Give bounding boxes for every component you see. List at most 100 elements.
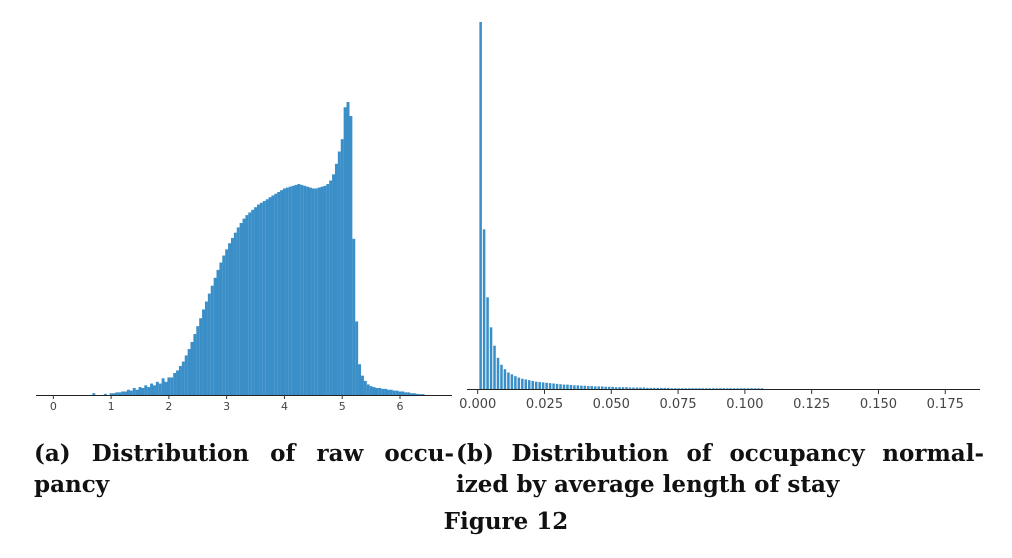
histogram-bar — [659, 387, 663, 389]
histogram-bar — [311, 188, 315, 395]
histogram-bar — [496, 357, 500, 389]
histogram-bar — [326, 184, 330, 395]
histogram-bar — [259, 202, 263, 395]
histogram-bar — [251, 209, 255, 395]
histogram-bar — [642, 387, 646, 389]
histogram-bar — [219, 262, 223, 395]
histogram-bar — [750, 388, 753, 389]
histogram-bar — [150, 383, 154, 395]
x-tick-label: 2 — [165, 400, 172, 413]
histogram-bar — [753, 388, 757, 389]
histogram-bar — [274, 193, 278, 395]
histogram-bar — [412, 393, 416, 395]
histogram-bar — [366, 384, 370, 395]
histogram-bar — [760, 388, 764, 389]
histogram-bar — [317, 187, 321, 395]
histogram-bar — [677, 388, 680, 389]
histogram-bar — [421, 394, 425, 395]
histogram-bar — [184, 355, 188, 395]
histogram-bar — [392, 390, 396, 395]
histogram-bar — [384, 388, 388, 395]
histogram-bar — [294, 184, 298, 395]
histogram-bar — [604, 386, 607, 389]
histogram-bar — [538, 382, 541, 389]
histogram-bar — [691, 388, 694, 389]
histogram-bar — [112, 393, 116, 395]
histogram-bar — [705, 388, 708, 389]
histogram-bar — [587, 386, 590, 389]
histogram-bar — [147, 387, 151, 395]
histogram-bar — [288, 186, 292, 395]
histogram-bar — [597, 386, 600, 389]
histogram-bar — [343, 107, 347, 396]
histogram-bar — [181, 361, 185, 395]
histogram-bar — [248, 212, 252, 395]
histogram-bar — [121, 391, 125, 395]
histogram-bar — [239, 223, 243, 395]
histogram-bar — [363, 380, 367, 395]
histogram-bar — [534, 381, 538, 389]
histogram-bar — [618, 387, 621, 389]
histogram-bar — [291, 185, 295, 395]
histogram-bar — [352, 238, 356, 395]
histogram-bar — [670, 388, 673, 389]
histogram-bar — [524, 379, 528, 389]
histogram-bar — [514, 376, 517, 389]
x-tick-label: 4 — [281, 400, 288, 413]
histogram-bar — [395, 390, 399, 395]
histogram-bar — [482, 229, 486, 389]
x-tick-label: 0.025 — [526, 397, 563, 412]
histogram-bar — [548, 383, 552, 389]
histogram-bar — [562, 384, 566, 389]
histogram-bar — [398, 391, 402, 395]
histogram-bar — [285, 187, 289, 395]
histogram-bar — [552, 383, 555, 389]
histogram-bar — [527, 380, 531, 389]
histogram-bar — [410, 393, 414, 395]
histogram-bar — [360, 375, 364, 395]
histogram-bar — [103, 393, 107, 395]
histogram-bar — [216, 269, 220, 395]
histogram-bar — [715, 388, 719, 389]
histogram-bar — [118, 392, 122, 395]
histogram-bar — [656, 387, 660, 389]
histogram-bar — [680, 388, 684, 389]
histogram-bar — [722, 388, 726, 389]
histogram-bar — [256, 204, 260, 395]
histogram-bar — [701, 388, 705, 389]
histogram-bar — [167, 377, 171, 395]
histogram-bar — [144, 385, 148, 395]
histogram-bar — [687, 388, 691, 389]
histogram-bar — [320, 186, 324, 395]
histogram-bar — [204, 301, 208, 395]
histogram-bar — [245, 215, 249, 395]
histogram-bar — [500, 364, 503, 389]
histogram-bar — [228, 243, 232, 395]
histogram-bar — [233, 232, 237, 395]
histogram-bar — [358, 364, 362, 395]
histogram-bar — [521, 378, 524, 389]
caption-a: (a) Distribution of raw occu-pancy — [34, 440, 454, 498]
histogram-bar — [265, 199, 269, 395]
histogram-bar — [559, 384, 562, 389]
histogram-bar — [621, 387, 625, 389]
histogram-bar — [207, 293, 211, 395]
histogram-bar — [282, 188, 286, 395]
histogram-bar — [736, 388, 739, 389]
histogram-bar — [607, 386, 611, 389]
histogram-bar — [138, 387, 142, 395]
histogram-bar — [708, 388, 712, 389]
histogram-bar — [493, 345, 496, 389]
histogram-bar — [132, 387, 136, 395]
histogram-bar — [386, 389, 390, 395]
histogram-bar — [743, 388, 746, 389]
histogram-bar — [590, 386, 594, 389]
histogram-bar — [486, 297, 489, 389]
histogram-bar — [375, 387, 379, 395]
histogram-bar — [389, 389, 393, 395]
histogram-bar — [635, 387, 639, 389]
histogram-bar — [415, 393, 419, 395]
histogram-bar — [673, 388, 677, 389]
histogram-bar — [545, 382, 548, 389]
histogram-bar — [555, 383, 559, 389]
